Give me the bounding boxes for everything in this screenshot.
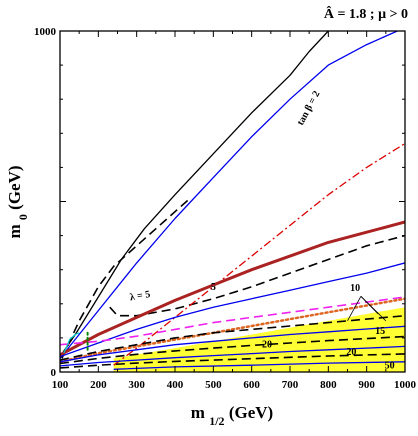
chart-title: Â = 1.8 ; μ > 0	[324, 5, 408, 22]
series-line-14	[60, 353, 405, 369]
plot-area	[60, 31, 405, 372]
x-tick-label: 500	[205, 379, 222, 391]
series-line-2	[60, 31, 398, 359]
annotation-pointer	[347, 296, 362, 322]
x-tick-label: 200	[90, 379, 107, 391]
y-axis-title-text: m	[5, 224, 24, 238]
x-tick-label: 400	[167, 379, 184, 391]
y-tick-label: 1000	[34, 26, 57, 38]
ylabel-main-subscript: 0	[16, 214, 30, 220]
annotation-label: 15	[375, 326, 385, 337]
series-line-8	[60, 296, 405, 346]
x-tick-label: 700	[282, 379, 299, 391]
annotation-label: 5	[211, 282, 216, 293]
series-line-3	[61, 197, 191, 359]
xlabel-main-subscript: 1/2	[209, 414, 224, 428]
annotation-label: λ = 5	[129, 289, 151, 303]
annotation-label: 20	[346, 347, 356, 358]
series-line-16	[63, 332, 80, 354]
series-line-4	[109, 234, 405, 317]
y-axis-title: m 0 (GeV)	[5, 165, 30, 238]
x-tick-label: 900	[358, 379, 375, 391]
series-line-7	[60, 262, 405, 358]
series-line-15	[113, 361, 405, 370]
series-line-12	[60, 335, 405, 365]
x-axis-title-text: m	[191, 403, 205, 422]
series-line-9	[60, 297, 405, 364]
series-line-11	[60, 325, 405, 363]
series-line-10	[60, 314, 405, 361]
x-tick-label: 1000	[394, 379, 417, 391]
x-tick-label: 800	[320, 379, 337, 391]
y-tick-label: 0	[51, 367, 57, 379]
series-line-1	[60, 31, 329, 358]
y-tick-labels: 0 1000	[34, 26, 57, 379]
ylabel-main-unit: (GeV)	[5, 165, 24, 214]
x-axis-title: m 1/2 (GeV)	[191, 403, 273, 428]
annotation-pointer	[360, 296, 387, 322]
axis-ticks	[59, 30, 406, 373]
xlabel-main-unit: (GeV)	[225, 403, 274, 422]
x-tick-labels: 100 200 300 400 500 600 700 800 900 1000	[52, 379, 417, 391]
series-line-5	[113, 142, 405, 366]
annotation-label: 50	[385, 361, 395, 372]
annotation-label: 20	[262, 339, 272, 350]
x-tick-label: 300	[128, 379, 145, 391]
annotation-label: 10	[350, 283, 360, 294]
x-tick-label: 100	[52, 379, 69, 391]
series-line-6	[60, 220, 405, 357]
x-tick-label: 600	[243, 379, 260, 391]
annotation-label: tan β = 2	[295, 89, 322, 127]
series-line-13	[60, 345, 405, 367]
